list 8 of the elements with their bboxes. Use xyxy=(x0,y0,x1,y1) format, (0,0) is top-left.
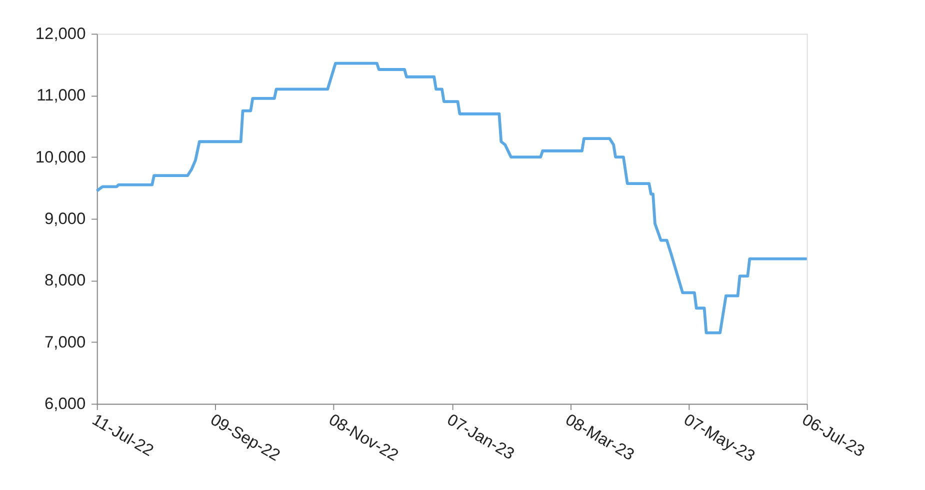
y-tick-label: 8,000 xyxy=(44,272,86,290)
y-tick-label: 9,000 xyxy=(44,210,86,228)
y-tick-label: 11,000 xyxy=(36,86,86,105)
y-tick-label: 6,000 xyxy=(44,395,86,414)
y-tick-label: 10,000 xyxy=(35,148,86,166)
line-series xyxy=(95,62,808,334)
y-tick-label: 12,000 xyxy=(35,25,86,44)
y-tick-label: 7,000 xyxy=(44,333,86,352)
